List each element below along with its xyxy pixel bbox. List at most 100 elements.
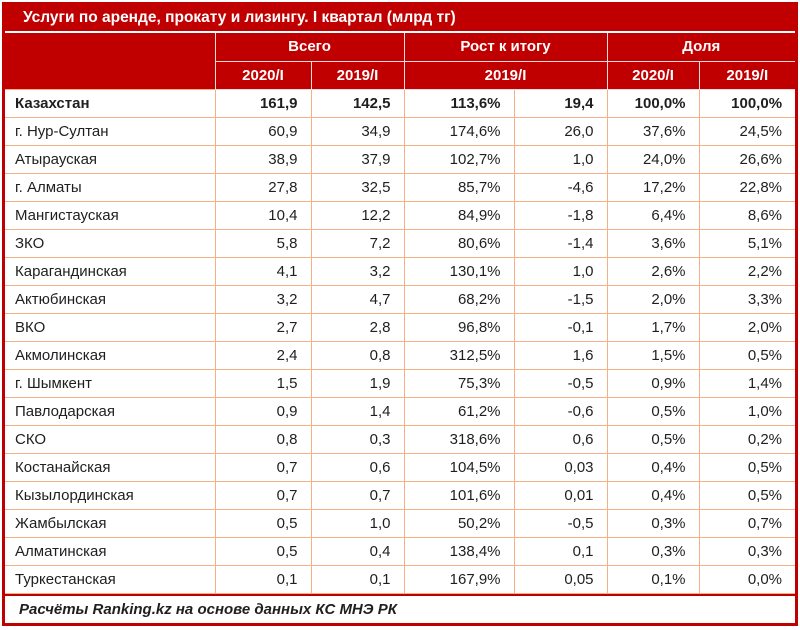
value-cell: 0,5%: [698, 340, 796, 370]
value-cell: 0,5%: [698, 452, 796, 482]
value-cell: 3,2: [310, 256, 405, 286]
region-cell: Туркестанская: [5, 564, 216, 594]
value-cell: 4,1: [214, 256, 312, 286]
col-group-growth: Рост к итогу: [403, 33, 608, 62]
value-cell: 1,4%: [698, 368, 796, 398]
region-cell: Мангистауская: [5, 200, 216, 230]
table-row: Алматинская 0,5 0,4 138,4% 0,1 0,3% 0,3%: [5, 536, 796, 566]
value-cell: 100,0%: [698, 88, 796, 118]
value-cell: 50,2%: [403, 508, 515, 538]
table-row: СКО 0,8 0,3 318,6% 0,6 0,5% 0,2%: [5, 424, 796, 454]
table-row: Павлодарская 0,9 1,4 61,2% -0,6 0,5% 1,0%: [5, 396, 796, 426]
value-cell: 0,2%: [698, 424, 796, 454]
region-cell: Кызылординская: [5, 480, 216, 510]
value-cell: 0,5%: [606, 424, 700, 454]
value-cell: 312,5%: [403, 340, 515, 370]
region-cell: г. Нур-Султан: [5, 116, 216, 146]
value-cell: 10,4: [214, 200, 312, 230]
value-cell: 1,5: [214, 368, 312, 398]
value-cell: 4,7: [310, 284, 405, 314]
value-cell: 0,6: [513, 424, 608, 454]
value-cell: 3,2: [214, 284, 312, 314]
value-cell: 22,8%: [698, 172, 796, 202]
value-cell: 0,4: [310, 536, 405, 566]
col-group-total: Всего: [214, 33, 405, 62]
value-cell: 1,0: [513, 256, 608, 286]
value-cell: 3,6%: [606, 228, 700, 258]
value-cell: 1,6: [513, 340, 608, 370]
value-cell: 60,9: [214, 116, 312, 146]
value-cell: 0,05: [513, 564, 608, 594]
subheader-share-2020: 2020/I: [606, 61, 700, 90]
value-cell: 142,5: [310, 88, 405, 118]
value-cell: 101,6%: [403, 480, 515, 510]
table-row: Акмолинская 2,4 0,8 312,5% 1,6 1,5% 0,5%: [5, 340, 796, 370]
value-cell: 0,5: [214, 536, 312, 566]
value-cell: 130,1%: [403, 256, 515, 286]
value-cell: -1,8: [513, 200, 608, 230]
value-cell: 0,3%: [698, 536, 796, 566]
table-body: Казахстан 161,9 142,5 113,6% 19,4 100,0% 100,0…: [5, 88, 796, 594]
value-cell: 34,9: [310, 116, 405, 146]
value-cell: 0,1: [513, 536, 608, 566]
value-cell: 0,4%: [606, 480, 700, 510]
value-cell: 32,5: [310, 172, 405, 202]
value-cell: -0,1: [513, 312, 608, 342]
value-cell: 8,6%: [698, 200, 796, 230]
value-cell: 75,3%: [403, 368, 515, 398]
value-cell: 0,4%: [606, 452, 700, 482]
value-cell: 0,5: [214, 508, 312, 538]
value-cell: 17,2%: [606, 172, 700, 202]
table-row: Казахстан 161,9 142,5 113,6% 19,4 100,0% 100,0…: [5, 88, 796, 118]
value-cell: 102,7%: [403, 144, 515, 174]
value-cell: 100,0%: [606, 88, 700, 118]
table-row: ЗКО 5,8 7,2 80,6% -1,4 3,6% 5,1%: [5, 228, 796, 258]
value-cell: 5,1%: [698, 228, 796, 258]
page-title: Услуги по аренде, прокату и лизингу. I к…: [5, 5, 795, 33]
table-row: Атырауская 38,9 37,9 102,7% 1,0 24,0% 26,6%: [5, 144, 796, 174]
value-cell: 0,8: [214, 424, 312, 454]
value-cell: 2,6%: [606, 256, 700, 286]
value-cell: 0,3%: [606, 536, 700, 566]
value-cell: 2,4: [214, 340, 312, 370]
value-cell: 318,6%: [403, 424, 515, 454]
region-cell: Карагандинская: [5, 256, 216, 286]
region-cell: г. Шымкент: [5, 368, 216, 398]
value-cell: 0,1%: [606, 564, 700, 594]
value-cell: 1,9: [310, 368, 405, 398]
table-row: г. Алматы 27,8 32,5 85,7% -4,6 17,2% 22,8%: [5, 172, 796, 202]
value-cell: 2,2%: [698, 256, 796, 286]
value-cell: 24,0%: [606, 144, 700, 174]
value-cell: 0,0%: [698, 564, 796, 594]
value-cell: -1,5: [513, 284, 608, 314]
value-cell: 84,9%: [403, 200, 515, 230]
value-cell: 80,6%: [403, 228, 515, 258]
value-cell: 2,0%: [698, 312, 796, 342]
corner-cell: [5, 33, 216, 89]
table-row: Актюбинская 3,2 4,7 68,2% -1,5 2,0% 3,3%: [5, 284, 796, 314]
value-cell: 104,5%: [403, 452, 515, 482]
subheader-total-2019: 2019/I: [310, 61, 405, 90]
value-cell: 0,6: [310, 452, 405, 482]
table-row: Мангистауская 10,4 12,2 84,9% -1,8 6,4% 8,6%: [5, 200, 796, 230]
value-cell: 0,7%: [698, 508, 796, 538]
region-cell: Алматинская: [5, 536, 216, 566]
value-cell: 61,2%: [403, 396, 515, 426]
value-cell: 3,3%: [698, 284, 796, 314]
value-cell: -0,5: [513, 508, 608, 538]
value-cell: 7,2: [310, 228, 405, 258]
col-group-share: Доля: [606, 33, 796, 62]
table-row: Кызылординская 0,7 0,7 101,6% 0,01 0,4% 0,5%: [5, 480, 796, 510]
value-cell: -1,4: [513, 228, 608, 258]
subheader-total-2020: 2020/I: [215, 61, 312, 90]
table-row: Туркестанская 0,1 0,1 167,9% 0,05 0,1% 0,0%: [5, 564, 796, 594]
value-cell: 1,4: [310, 396, 405, 426]
region-cell: Жамбылская: [5, 508, 216, 538]
value-cell: 0,7: [214, 480, 312, 510]
header-group-row: Всего Рост к итогу Доля: [5, 33, 796, 89]
region-cell: Костанайская: [5, 452, 216, 482]
value-cell: 2,0%: [606, 284, 700, 314]
table-row: Костанайская 0,7 0,6 104,5% 0,03 0,4% 0,5%: [5, 452, 796, 482]
value-cell: 161,9: [214, 88, 312, 118]
